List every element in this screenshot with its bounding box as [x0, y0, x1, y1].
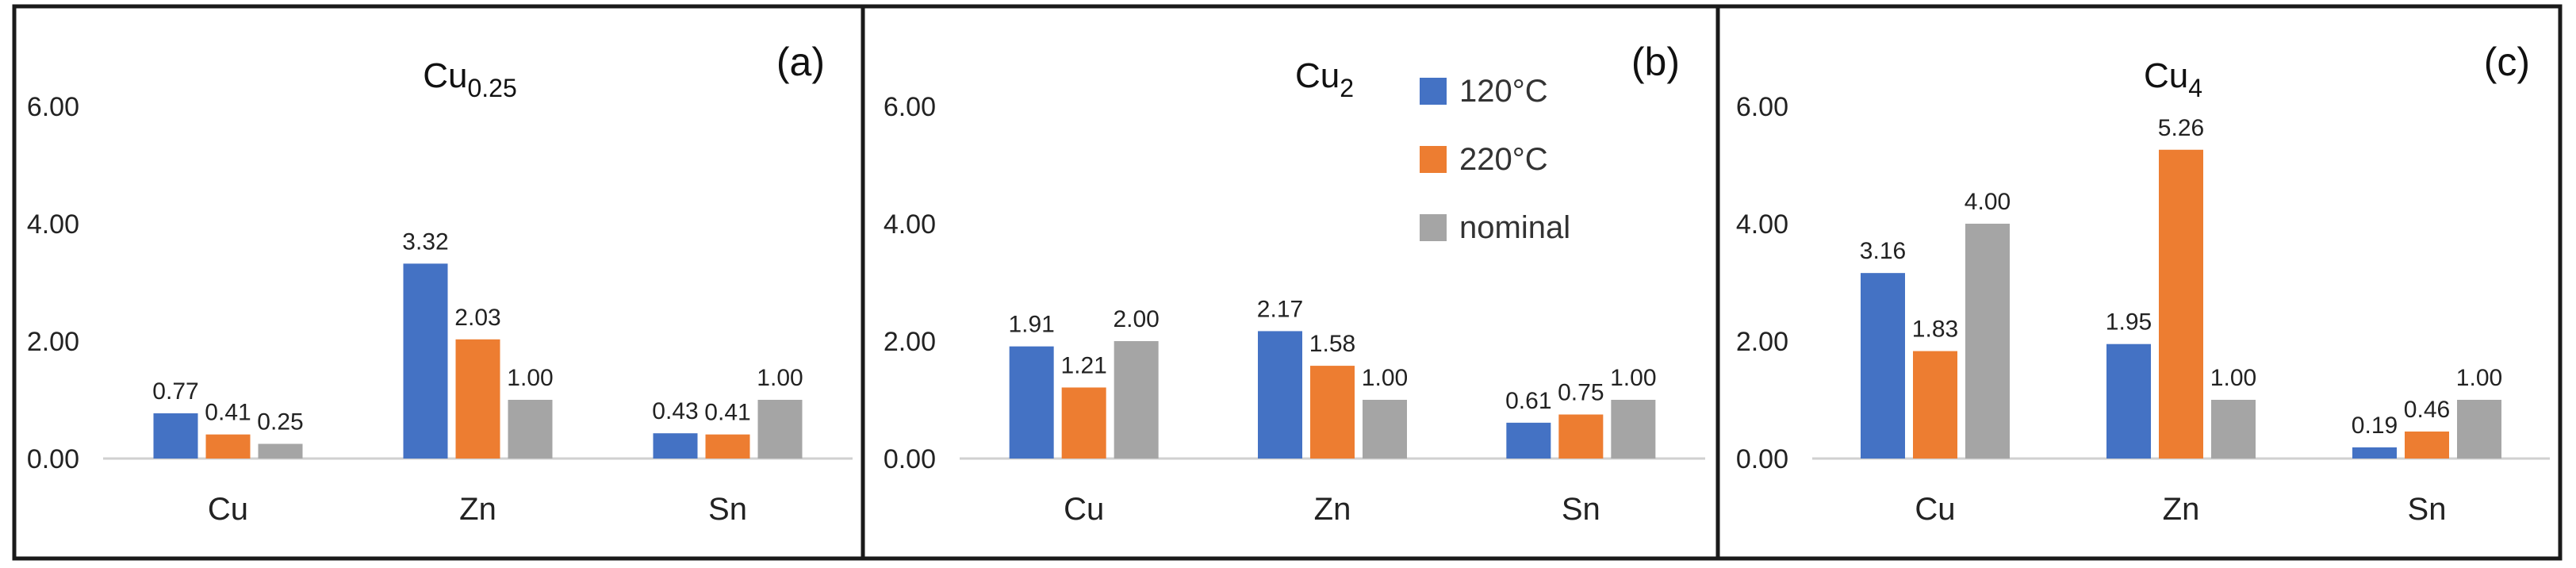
legend-entry-label: nominal — [1459, 210, 1570, 245]
bar-220c-sn — [2405, 431, 2449, 459]
bar-220c-zn — [1310, 366, 1355, 459]
bar-nominal-cu — [258, 443, 303, 459]
data-label: 1.00 — [757, 365, 803, 391]
panel-letter: (b) — [1631, 40, 1680, 84]
bar-120c-zn — [2106, 343, 2151, 459]
legend-swatch — [1420, 214, 1447, 241]
bar-nominal-sn — [2457, 400, 2501, 459]
bar-120c-cu — [1009, 346, 1054, 459]
bar-220c-cu — [1913, 351, 1957, 459]
bar-120c-sn — [2352, 447, 2397, 459]
bar-120c-zn — [403, 263, 448, 459]
bar-120c-cu — [153, 413, 198, 459]
data-label: 5.26 — [2158, 115, 2204, 141]
data-label: 1.00 — [2456, 365, 2502, 391]
data-label: 0.43 — [652, 398, 698, 424]
panel-title-subscript: 4 — [2188, 74, 2202, 102]
category-label: Sn — [2408, 492, 2447, 527]
y-tick-label: 4.00 — [1736, 209, 1788, 240]
bar-220c-zn — [455, 339, 500, 459]
panel-title-subscript: 2 — [1340, 74, 1354, 102]
data-label: 1.91 — [1008, 312, 1054, 338]
data-label: 1.00 — [2210, 365, 2256, 391]
category-label: Zn — [2163, 492, 2200, 527]
panel-title: Cu4 — [2144, 56, 2202, 102]
category-label: Zn — [1314, 492, 1351, 527]
bar-nominal-cu — [1965, 224, 2010, 459]
y-tick-label: 0.00 — [884, 444, 936, 474]
y-tick-label: 2.00 — [27, 327, 79, 357]
bar-120c-zn — [1258, 331, 1302, 459]
panel-title: Cu0.25 — [423, 56, 517, 102]
legend-swatch — [1420, 78, 1447, 105]
category-label: Sn — [1562, 492, 1600, 527]
panel-letter: (a) — [776, 40, 825, 84]
data-label: 1.83 — [1912, 317, 1958, 343]
data-label: 1.00 — [1610, 365, 1656, 391]
data-label: 0.19 — [2352, 413, 2398, 439]
legend-swatch — [1420, 146, 1447, 173]
panel-2: 0.002.004.006.00Cu2(b)1.911.212.00Cu2.17… — [884, 40, 1705, 527]
bar-120c-sn — [653, 433, 698, 459]
data-label: 0.77 — [152, 378, 198, 405]
y-tick-label: 6.00 — [1736, 92, 1788, 122]
category-label: Cu — [1915, 492, 1955, 527]
category-label: Cu — [1064, 492, 1104, 527]
panel-title-subscript: 0.25 — [467, 74, 516, 102]
y-tick-label: 0.00 — [1736, 444, 1788, 474]
panel-letter: (c) — [2484, 40, 2530, 84]
panel-3: 0.002.004.006.00Cu4(c)3.161.834.00Cu1.95… — [1736, 40, 2550, 527]
y-tick-label: 2.00 — [1736, 327, 1788, 357]
y-tick-label: 0.00 — [27, 444, 79, 474]
category-label: Sn — [708, 492, 747, 527]
data-label: 1.95 — [2106, 309, 2152, 336]
bar-220c-sn — [1558, 414, 1604, 459]
data-label: 2.03 — [454, 305, 500, 331]
bar-nominal-sn — [757, 400, 803, 459]
data-label: 0.41 — [704, 400, 750, 426]
y-tick-label: 6.00 — [884, 92, 936, 122]
bar-120c-sn — [1506, 422, 1551, 459]
bar-nominal-zn — [1363, 400, 1407, 459]
bar-nominal-sn — [1611, 400, 1656, 459]
category-label: Cu — [208, 492, 248, 527]
panel-title-base: Cu — [423, 56, 467, 95]
data-label: 1.00 — [507, 365, 553, 391]
bar-120c-cu — [1861, 273, 1905, 459]
legend-entry-label: 120°C — [1459, 74, 1548, 109]
legend-entry-label: 220°C — [1459, 142, 1548, 177]
data-label: 0.25 — [257, 409, 303, 436]
y-tick-label: 6.00 — [27, 92, 79, 122]
bar-220c-cu — [205, 434, 251, 459]
y-tick-label: 2.00 — [884, 327, 936, 357]
bar-nominal-cu — [1114, 341, 1159, 459]
y-tick-label: 4.00 — [27, 209, 79, 240]
data-label: 1.00 — [1362, 365, 1408, 391]
bar-220c-cu — [1061, 387, 1106, 459]
data-label: 0.41 — [205, 400, 251, 426]
panel-title: Cu2 — [1295, 56, 1354, 102]
data-label: 3.32 — [402, 228, 448, 255]
bar-nominal-zn — [2211, 400, 2256, 459]
data-label: 0.46 — [2404, 397, 2450, 423]
panel-title-base: Cu — [2144, 56, 2188, 95]
data-label: 4.00 — [1965, 189, 2011, 215]
data-label: 2.17 — [1257, 296, 1303, 322]
bar-220c-sn — [705, 434, 750, 459]
data-label: 3.16 — [1860, 238, 1906, 264]
data-label: 1.58 — [1309, 331, 1355, 357]
y-tick-label: 4.00 — [884, 209, 936, 240]
data-label: 2.00 — [1113, 306, 1159, 332]
bar-nominal-zn — [508, 400, 553, 459]
data-label: 1.21 — [1060, 352, 1106, 378]
data-label: 0.75 — [1558, 380, 1604, 406]
bar-220c-zn — [2159, 149, 2203, 459]
category-label: Zn — [459, 492, 496, 527]
data-label: 0.61 — [1505, 388, 1551, 414]
panel-title-base: Cu — [1295, 56, 1340, 95]
